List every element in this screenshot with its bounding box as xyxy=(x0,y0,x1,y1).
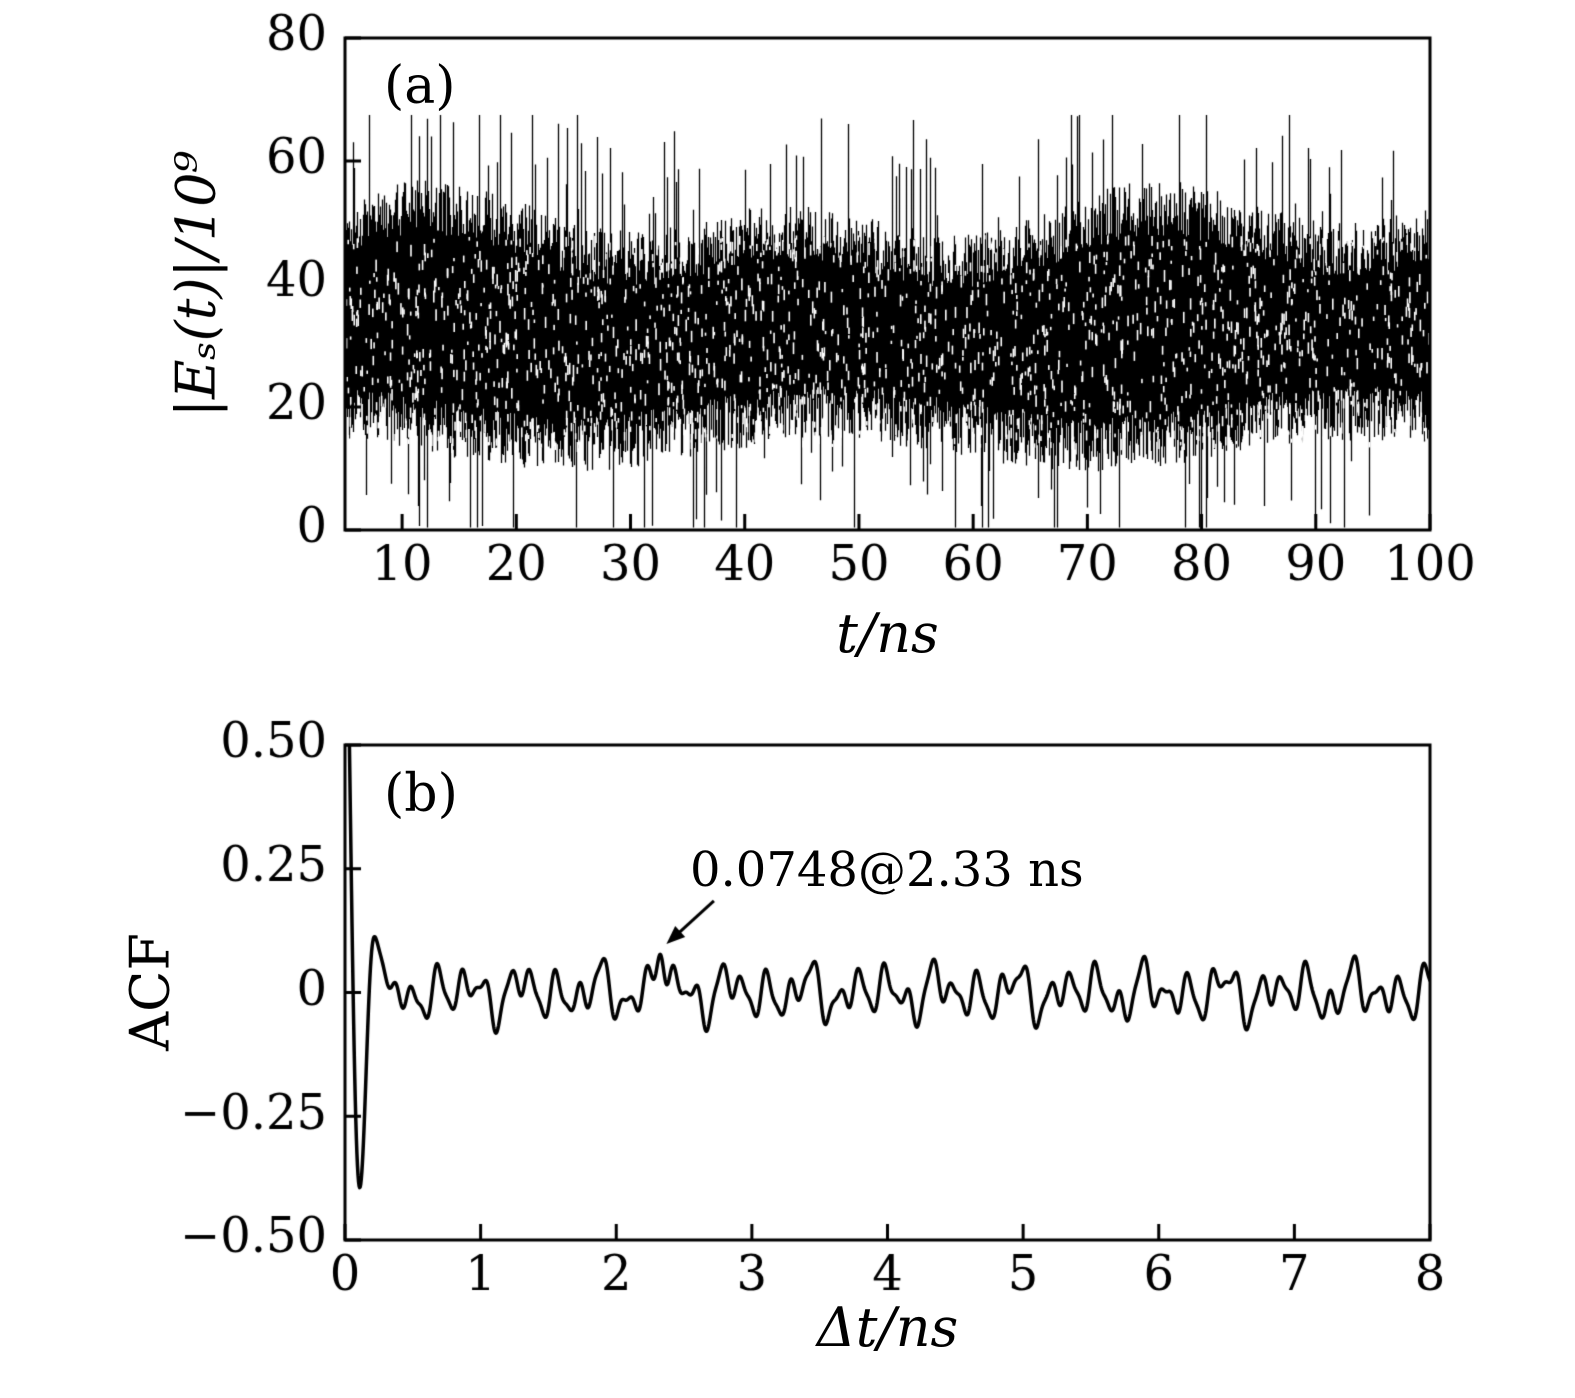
panel-b-y-axis-label: ACF xyxy=(118,933,182,1051)
panel-a-x-axis-label: t/ns xyxy=(836,602,939,665)
panel-b-label: (b) xyxy=(384,764,458,824)
panel-b-x-axis-label: Δt/ns xyxy=(816,1296,959,1359)
acf-peak-annotation: 0.0748@2.33 ns xyxy=(690,842,1084,898)
panel-a-label: (a) xyxy=(384,56,456,116)
panel-a-y-axis-label: |Eₛ(t)|/10⁹ xyxy=(164,150,228,418)
